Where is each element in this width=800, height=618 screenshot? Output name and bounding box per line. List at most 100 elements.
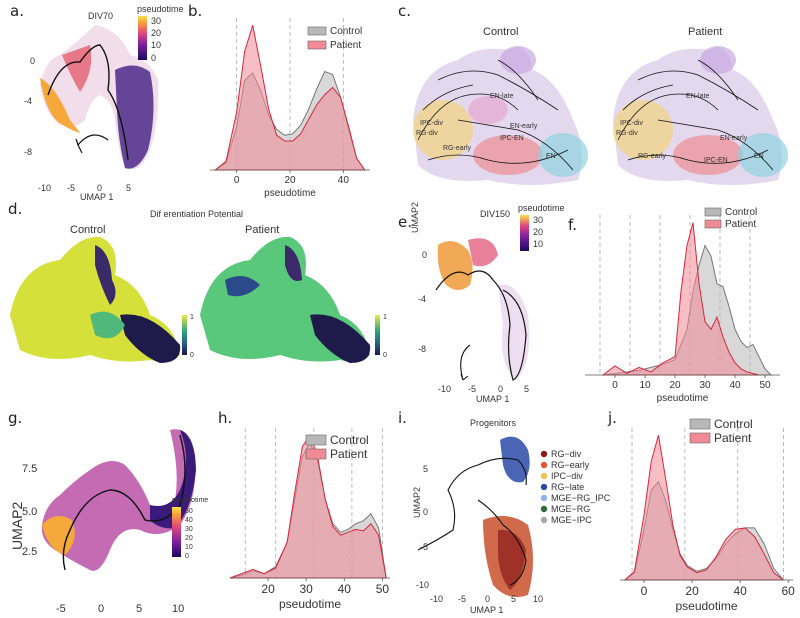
panel-g-legend-tick-5: 0	[185, 553, 189, 560]
umap-e-cloud-orange	[437, 241, 473, 290]
panel-a-ytick-2: -8	[24, 147, 32, 157]
umap-e-trajectory	[435, 270, 527, 381]
panel-g-xtick-3: 10	[172, 603, 184, 615]
panel-a-legend-tick-3: 0	[151, 53, 156, 63]
panel-a-ytick-0: 0	[30, 56, 35, 66]
chart-f-xtick-5: 50	[759, 380, 771, 391]
chart-f-series-control	[602, 244, 773, 376]
panel-i-xlabel: UMAP 1	[470, 605, 503, 615]
panel-e-legend-tick-0: 30	[533, 215, 543, 225]
umap-g-cloud-magenta	[41, 429, 196, 571]
panel-g-legend-tick-2: 30	[185, 526, 193, 533]
panel-c-right-label-1: IPC-div	[620, 120, 643, 127]
panel-i-legend-dot-6	[540, 516, 548, 524]
panel-a-colorbar	[138, 16, 147, 60]
panel-e-xlabel: UMAP 1	[476, 394, 509, 404]
chart-j-legend-label-0: Control	[714, 417, 753, 431]
chart-j-xtick-0: 0	[641, 584, 648, 598]
panel-label-d: d.	[8, 200, 23, 218]
panel-e-colorbar	[520, 215, 529, 251]
panel-a-xtick-0: -10	[38, 183, 51, 193]
panel-a-xtick-3: 5	[126, 183, 131, 193]
chart-j-series-patient	[623, 435, 785, 581]
panel-g-xtick-1: 0	[98, 603, 104, 615]
panel-label-e: e.	[398, 213, 412, 231]
chart-b-series-patient	[213, 25, 366, 171]
panel-i-legend-label-0: RG−div	[551, 449, 582, 459]
panel-i-ylabel: UMAP2	[412, 487, 422, 518]
panel-c-left-embedding	[413, 46, 588, 185]
chart-h-xtick-2: 40	[338, 582, 352, 596]
umap-a-trajectory	[47, 44, 129, 161]
panel-i-title: Progenitors	[470, 418, 517, 428]
chart-f-xtick-0: 0	[612, 380, 618, 391]
panel-i-legend: RG−divRG−earlyIPC−divRG−lateMGE−RG_IPCMG…	[540, 449, 611, 525]
panel-d-left-embedding	[10, 236, 181, 363]
panel-g-legend-tick-0: 50	[185, 508, 193, 515]
panel-label-a: a.	[10, 2, 24, 20]
panel-a-xtick-2: 0	[97, 183, 102, 193]
panel-i-ytick-0: 5	[423, 464, 428, 474]
chart-f-xtick-1: 10	[639, 380, 651, 391]
chart-f-xlabel: pseudotime	[657, 393, 709, 404]
panel-c-right-label-2: RG-div	[616, 130, 638, 137]
panel-e-ytick-0: 0	[422, 250, 427, 260]
panel-label-h: h.	[218, 409, 233, 427]
panel-i-legend-label-6: MGE−IPC	[551, 515, 592, 525]
panel-e-xtick-0: -10	[438, 384, 451, 394]
chart-h-xtick-1: 30	[300, 582, 314, 596]
umap-g-cloud-orange	[42, 516, 75, 555]
umap-e-arrow	[460, 344, 471, 381]
panel-i-umap: Progenitors UMAP2 5 0 -5 -10 -10 -5 0 5 …	[412, 418, 611, 615]
panel-g-ytick-1: 5.0	[22, 506, 37, 518]
panel-a-title: DIV70	[88, 11, 113, 21]
panel-g-legend-title: pseudotime	[172, 497, 208, 504]
chart-b-xtick-1: 20	[284, 175, 296, 186]
panel-c-right-label-5: IPC-EN	[704, 157, 728, 164]
panel-i-legend-dot-2	[540, 472, 548, 480]
chart-f-xtick-2: 20	[669, 380, 681, 391]
panel-c-left-label-6: EN	[546, 153, 556, 160]
panel-i-xtick-1: -5	[458, 594, 466, 604]
panel-d-title: Dif erentiation Potential	[150, 209, 243, 219]
chart-j-xlabel: pseudotime	[675, 599, 737, 613]
panel-g-xtick-2: 5	[136, 603, 142, 615]
chart-j-xtick-3: 60	[782, 584, 796, 598]
panel-g-legend-tick-1: 40	[185, 517, 193, 524]
chart-j-legend-label-1: Patient	[714, 431, 752, 445]
chart-b-legend-swatch-0	[307, 26, 327, 36]
panel-e-ytick-1: -4	[418, 294, 426, 304]
panel-e-umap: DIV150 UMAP2 0 -4 -8 -10 -5 0 5 UMAP 1 p…	[410, 202, 565, 404]
panel-c-velocity: Control Patient EN-late EN-early IPC-div…	[413, 26, 788, 185]
panel-i-ytick-2: -5	[420, 542, 428, 552]
umap-i-trajectory	[417, 457, 527, 586]
panel-i-legend-label-1: RG−early	[551, 460, 590, 470]
chart-h-legend-swatch-1	[305, 448, 327, 460]
panel-i-ytick-1: 0	[423, 507, 428, 517]
chart-b-xlabel: pseudotime	[264, 188, 316, 199]
panel-d-right-title: Patient	[245, 224, 279, 236]
panel-i-legend-label-3: RG−late	[551, 482, 584, 492]
chart-j-legend-swatch-1	[689, 432, 711, 444]
panel-a-legend-tick-1: 20	[151, 28, 161, 38]
panel-label-i: i.	[398, 409, 407, 427]
panel-c-left-title: Control	[483, 26, 518, 38]
panel-d-potential: Dif erentiation Potential Control Patien…	[10, 209, 387, 363]
chart-b: 0 20 40 pseudotime Control Patient	[210, 18, 370, 199]
chart-f-xtick-4: 40	[729, 380, 741, 391]
panel-i-legend-dot-4	[540, 494, 548, 502]
panel-g-ytick-2: 2.5	[22, 546, 37, 558]
chart-h-legend-label-1: Patient	[330, 447, 368, 461]
panel-a-legend-tick-2: 10	[151, 40, 161, 50]
panel-c-right-label-0: EN-late	[686, 93, 709, 100]
chart-j-xtick-1: 20	[685, 584, 699, 598]
panel-i-legend-dot-1	[540, 461, 548, 469]
chart-f-xtick-3: 30	[699, 380, 711, 391]
panel-d-colorbar-right	[375, 315, 380, 355]
umap-e-cloud-light	[498, 284, 530, 380]
umap-a-cloud-orange	[40, 78, 80, 133]
panel-d-cbar-right-tick-0: 1	[383, 314, 387, 321]
panel-i-ytick-3: -10	[416, 580, 429, 590]
panel-i-legend-dot-3	[540, 483, 548, 491]
